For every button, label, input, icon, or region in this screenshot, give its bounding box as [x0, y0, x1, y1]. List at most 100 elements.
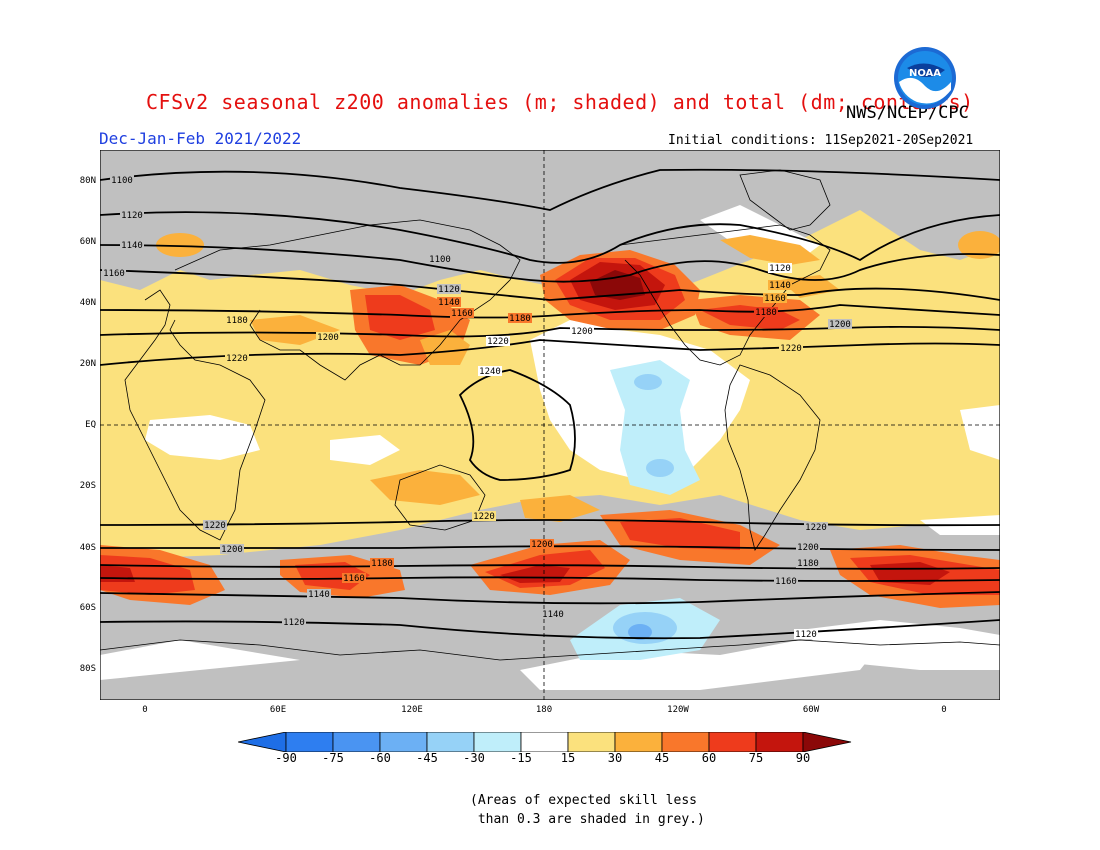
season-label: Dec-Jan-Feb 2021/2022 [99, 129, 302, 148]
lat-label: EQ [85, 420, 96, 430]
contour-label: 1200 [796, 542, 820, 553]
svg-text:1160: 1160 [103, 269, 125, 279]
svg-text:1180: 1180 [371, 559, 393, 569]
contour-label: 1220 [486, 336, 510, 347]
lat-label: 20S [79, 481, 96, 491]
colorbar-arrow-high [802, 732, 852, 752]
contour-label: 1120 [768, 263, 792, 274]
colorbar-label: 75 [748, 751, 764, 765]
map-title: CFSv2 seasonal z200 anomalies (m; shaded… [146, 90, 974, 114]
lon-label: 0 [941, 705, 947, 715]
colorbar-swatch [614, 732, 663, 752]
contour-label: 1220 [225, 353, 249, 364]
contour-label: 1140 [437, 297, 461, 308]
colorbar-swatch [473, 732, 522, 752]
svg-text:1220: 1220 [780, 344, 802, 354]
svg-text:1120: 1120 [121, 211, 143, 221]
colorbar-label: 60 [701, 751, 717, 765]
svg-text:1200: 1200 [829, 320, 851, 330]
z200-contours [100, 168, 1000, 640]
svg-text:1200: 1200 [531, 540, 553, 550]
contour-label: 1160 [450, 308, 474, 319]
svg-text:1120: 1120 [438, 285, 460, 295]
contour-label: 1180 [508, 313, 532, 324]
contour-label: 1240 [478, 366, 502, 377]
colorbar-swatch [708, 732, 757, 752]
colorbar-swatch [661, 732, 710, 752]
contour-label: 1200 [220, 544, 244, 555]
contour-label: 1220 [472, 511, 496, 522]
svg-text:1100: 1100 [429, 255, 451, 265]
colorbar-swatch [567, 732, 616, 752]
svg-text:1200: 1200 [797, 543, 819, 553]
svg-text:1140: 1140 [769, 281, 791, 291]
agency-label: NWS/NCEP/CPC [846, 103, 969, 123]
lat-label: 40N [79, 298, 96, 308]
svg-text:1180: 1180 [509, 314, 531, 324]
svg-text:1160: 1160 [764, 294, 786, 304]
colorbar-label: 45 [654, 751, 670, 765]
contour-label: 1160 [102, 268, 126, 279]
lat-label: 60N [79, 237, 96, 247]
colorbar-label: -45 [416, 751, 438, 765]
svg-text:1100: 1100 [111, 176, 133, 186]
lon-label: 60W [802, 705, 820, 715]
initial-conditions-label: Initial conditions: 11Sep2021-20Sep2021 [668, 133, 974, 148]
lon-label: 120W [667, 705, 689, 715]
colorbar-label: -75 [322, 751, 344, 765]
noaa-logo: NOAA [894, 47, 956, 109]
contour-label: 1180 [754, 307, 778, 318]
colorbar-swatch [520, 732, 569, 752]
skill-note: (Areas of expected skill less than 0.3 a… [470, 793, 705, 827]
colorbar-swatch [379, 732, 428, 752]
colorbar-swatch [755, 732, 804, 752]
noaa-logo-text: NOAA [909, 68, 941, 79]
svg-text:1120: 1120 [769, 264, 791, 274]
contour-label: 1220 [804, 522, 828, 533]
lon-label: 180 [535, 705, 553, 715]
lon-label: 60E [269, 705, 287, 715]
colorbar-swatch [426, 732, 475, 752]
svg-text:1220: 1220 [805, 523, 827, 533]
svg-text:1180: 1180 [226, 316, 248, 326]
lon-label: 0 [142, 705, 148, 715]
anomaly-map: 1100 1120 1140 1160 1180 1200 1220 1240 … [100, 150, 1000, 700]
lon-label: 120E [401, 705, 423, 715]
contour-label: 1220 [779, 343, 803, 354]
svg-text:1180: 1180 [755, 308, 777, 318]
svg-text:1140: 1140 [542, 610, 564, 620]
contour-label: 1100 [110, 175, 134, 186]
contour-label: 1140 [120, 240, 144, 251]
lat-label: 20N [79, 359, 96, 369]
contour-label: 1140 [768, 280, 792, 291]
contour-label: 1120 [437, 284, 461, 295]
svg-text:1200: 1200 [221, 545, 243, 555]
colorbar-label: -30 [463, 751, 485, 765]
contour-label: 1160 [763, 293, 787, 304]
contour-label: 1140 [307, 589, 331, 600]
colorbar [238, 732, 852, 752]
contour-label: 1180 [370, 558, 394, 569]
svg-text:1140: 1140 [438, 298, 460, 308]
svg-text:1140: 1140 [121, 241, 143, 251]
contour-label: 1100 [428, 254, 452, 265]
svg-text:1160: 1160 [343, 574, 365, 584]
contour-label: 1160 [774, 576, 798, 587]
colorbar-label: -60 [369, 751, 391, 765]
lat-label: 80S [79, 664, 96, 674]
svg-text:1220: 1220 [473, 512, 495, 522]
colorbar-swatch [332, 732, 381, 752]
svg-text:1120: 1120 [283, 618, 305, 628]
contour-label: 1120 [794, 629, 818, 640]
lat-label: 80N [79, 176, 96, 186]
svg-text:1120: 1120 [795, 630, 817, 640]
svg-text:1220: 1220 [204, 521, 226, 531]
contour-label: 1200 [828, 319, 852, 330]
colorbar-label: 90 [795, 751, 811, 765]
contour-label: 1220 [203, 520, 227, 531]
colorbar-label: -15 [510, 751, 532, 765]
colorbar-label: 30 [607, 751, 623, 765]
contour-label: 1120 [282, 617, 306, 628]
svg-text:1240: 1240 [479, 367, 501, 377]
contour-label: 1180 [796, 558, 820, 569]
